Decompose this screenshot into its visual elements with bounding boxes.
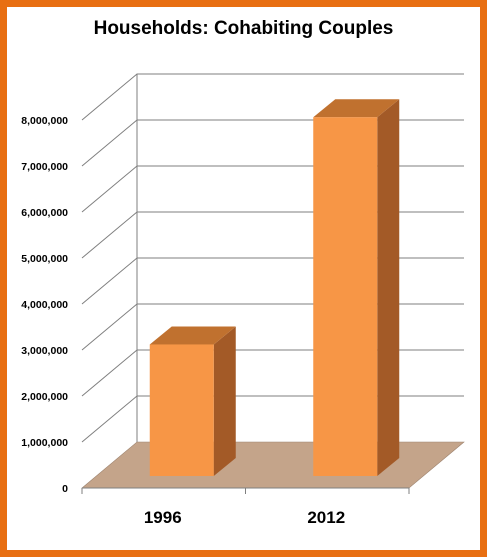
gridline — [81, 211, 464, 259]
gridline — [81, 395, 464, 443]
chart-title: Households: Cohabiting Couples — [93, 18, 394, 39]
bar-top — [149, 326, 236, 345]
y-tick-label: 0 — [62, 483, 68, 495]
x-category-label: 2012 — [307, 508, 345, 527]
y-tick-label: 5,000,000 — [21, 253, 68, 265]
chart-floor — [81, 441, 465, 489]
gridline — [81, 73, 464, 121]
bar-side — [213, 326, 236, 476]
gridline — [81, 257, 464, 305]
y-tick-label: 3,000,000 — [21, 345, 68, 357]
bar-front — [149, 344, 214, 476]
y-tick-label: 6,000,000 — [21, 207, 68, 219]
bar-side — [377, 99, 400, 476]
bar-2012 — [313, 99, 400, 476]
bar-front — [313, 117, 378, 476]
gridline — [81, 119, 464, 167]
y-tick-label: 1,000,000 — [21, 437, 68, 449]
y-tick-label: 7,000,000 — [21, 161, 68, 173]
y-tick-label: 4,000,000 — [21, 299, 68, 311]
gridline — [81, 349, 464, 397]
gridline — [81, 165, 464, 213]
bar-top — [313, 99, 400, 118]
y-tick-label: 2,000,000 — [21, 391, 68, 403]
y-tick-label: 8,000,000 — [21, 115, 68, 127]
gridline — [81, 303, 464, 351]
x-category-label: 1996 — [144, 508, 182, 527]
bar-1996 — [149, 326, 236, 476]
